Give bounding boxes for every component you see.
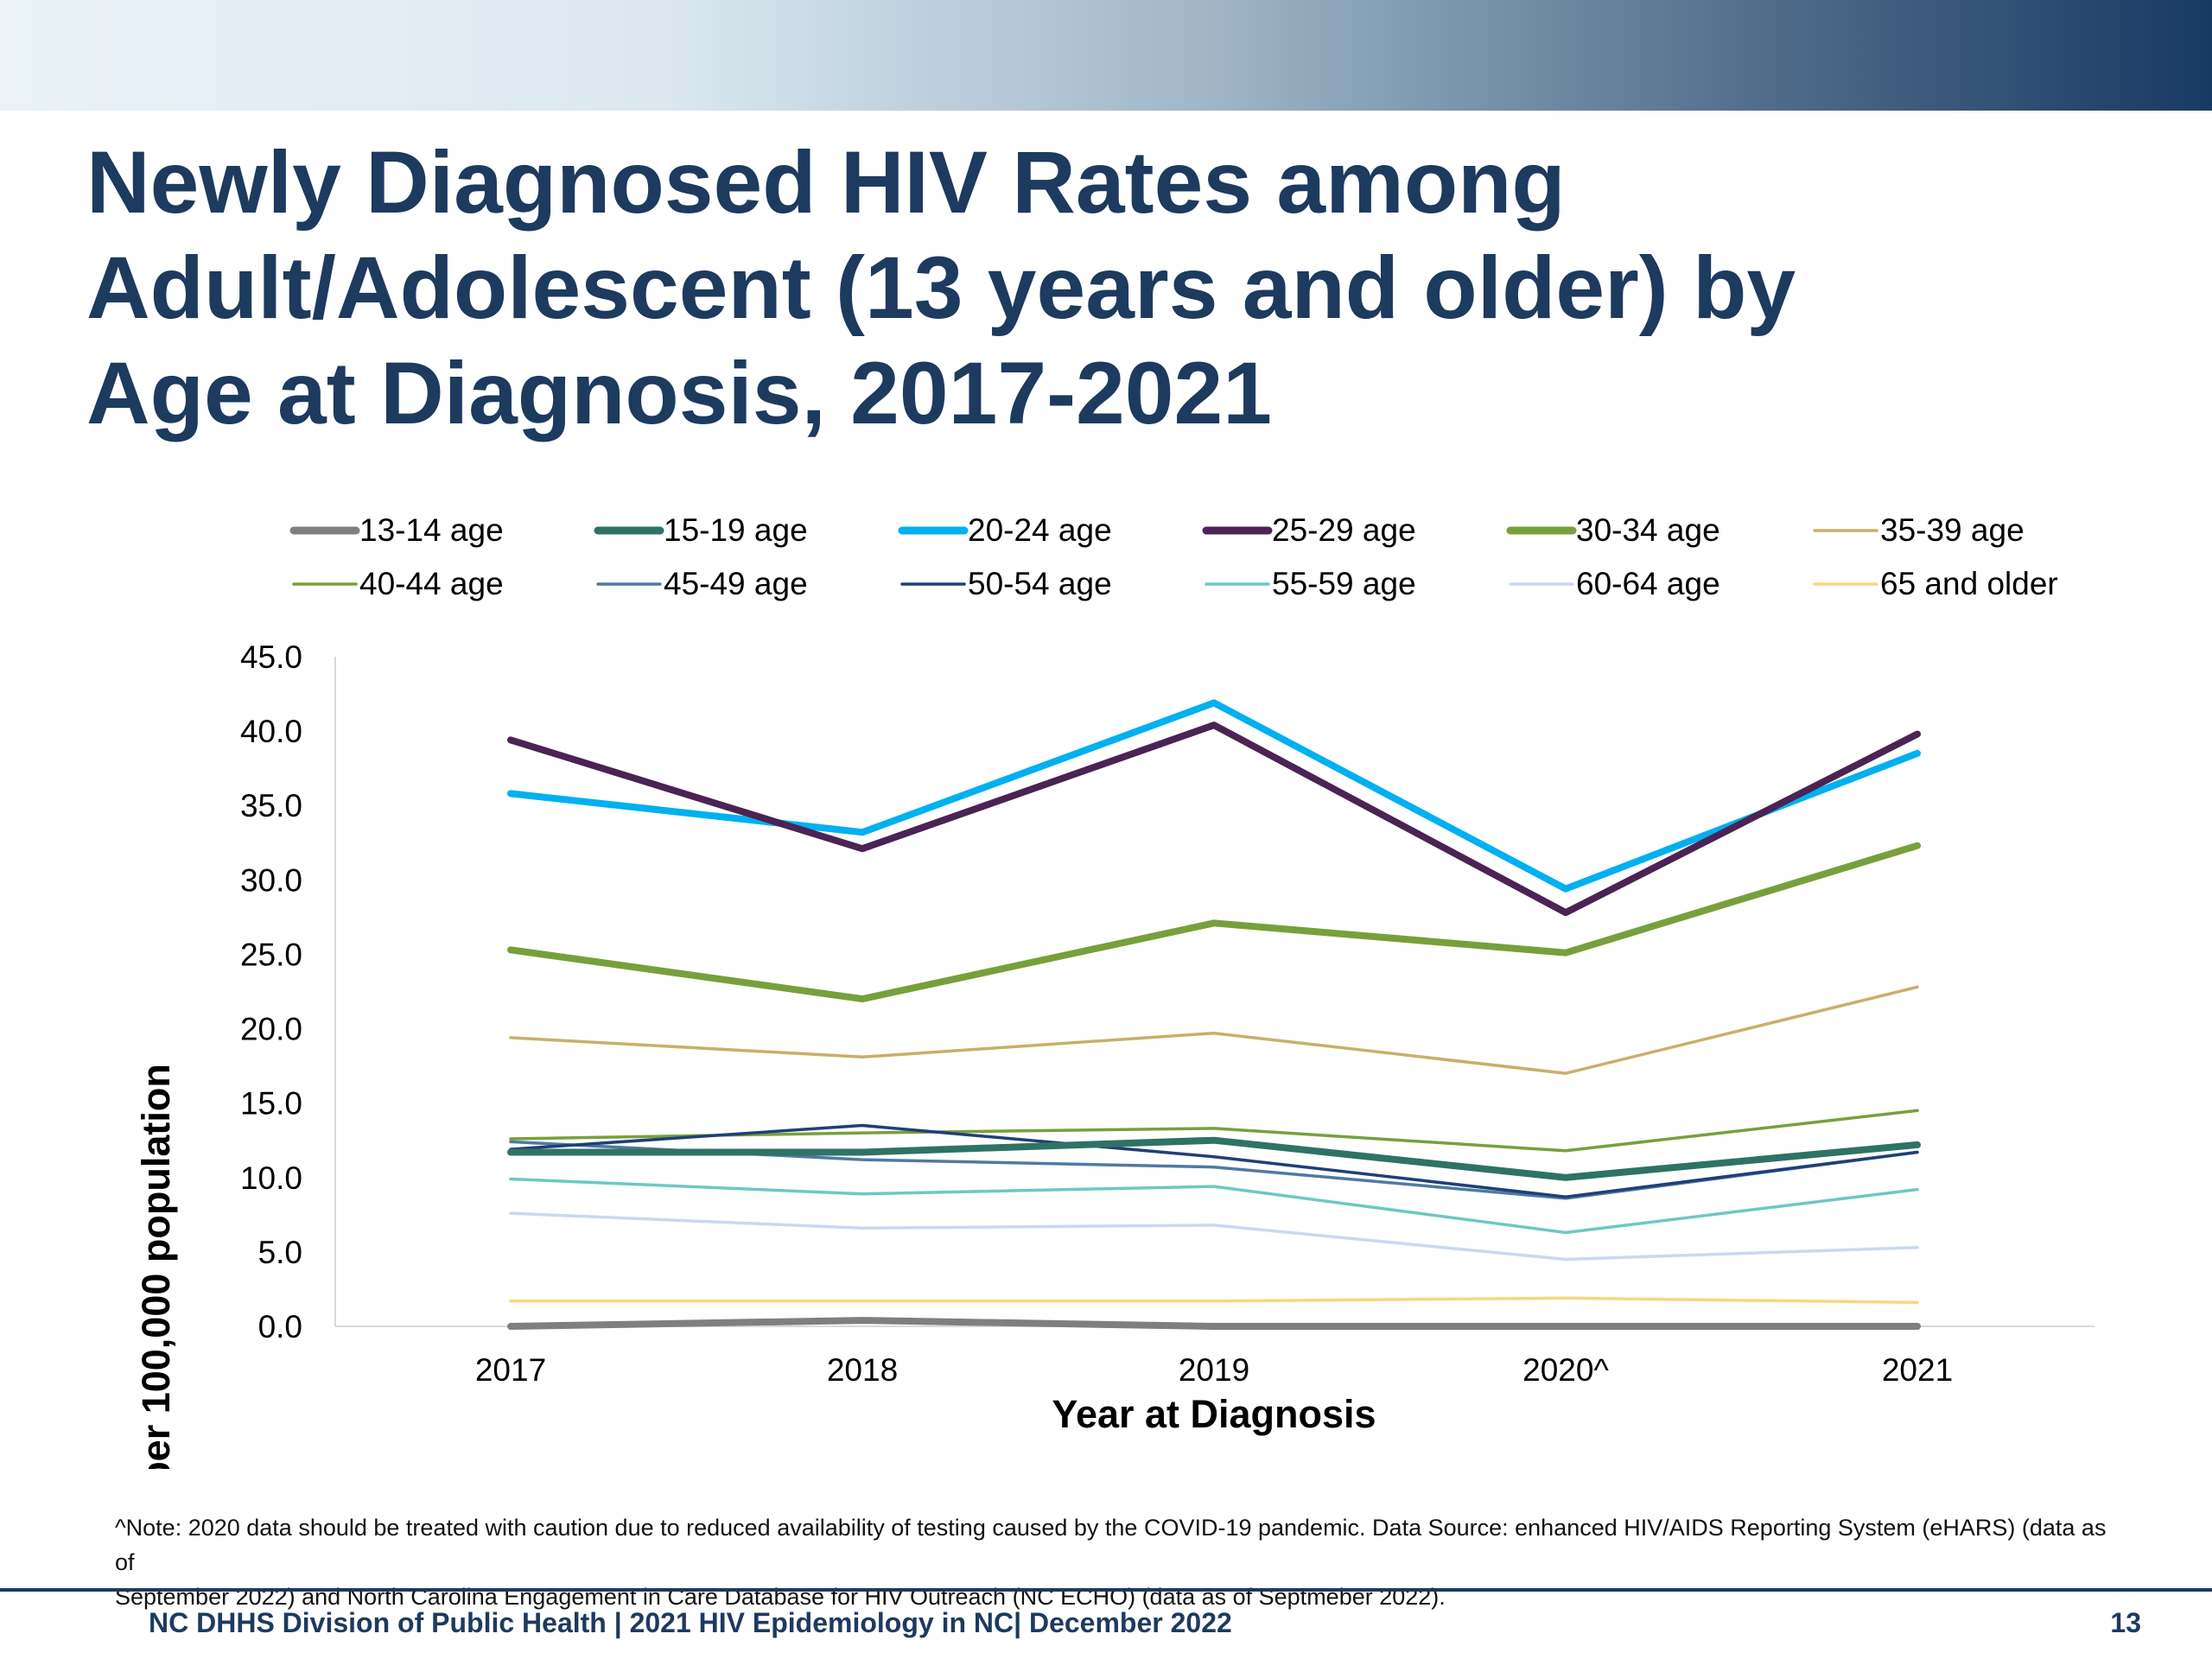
legend-label-50-54-age: 50-54 age xyxy=(968,566,1112,601)
top-gradient-bar xyxy=(0,0,2212,111)
y-tick-label: 40.0 xyxy=(240,714,302,749)
legend-label-25-29-age: 25-29 age xyxy=(1272,512,1416,548)
title-line-1: Newly Diagnosed HIV Rates among xyxy=(86,133,1566,232)
legend-label-40-44-age: 40-44 age xyxy=(359,566,504,601)
x-axis: 2017 2018 2019 2020^ 2021 xyxy=(335,1325,2094,1388)
legend-label-60-64-age: 60-64 age xyxy=(1576,566,1720,601)
legend-label-55-59-age: 55-59 age xyxy=(1272,566,1416,601)
y-tick-label: 35.0 xyxy=(240,788,302,823)
y-tick-label: 10.0 xyxy=(240,1160,302,1196)
x-tick-label: 2018 xyxy=(827,1352,898,1388)
series-line-30-34-age xyxy=(507,842,1921,1003)
legend-label-15-19-age: 15-19 age xyxy=(664,512,808,548)
page-number: 13 xyxy=(2110,1607,2141,1638)
y-tick-label: 45.0 xyxy=(240,639,302,675)
y-tick-label: 25.0 xyxy=(240,937,302,972)
x-tick-label: 2020^ xyxy=(1522,1352,1609,1388)
line-chart: 13-14 age 15-19 age 20-24 age 25-29 age 30-3… xyxy=(134,512,2094,1469)
series-line-55-59-age xyxy=(509,1177,1919,1235)
y-tick-label: 5.0 xyxy=(258,1235,302,1270)
y-tick-label: 30.0 xyxy=(240,862,302,898)
chart-legend: 13-14 age 15-19 age 20-24 age 25-29 age 30-3… xyxy=(289,512,2058,601)
series-lines xyxy=(507,699,1921,1330)
legend-label-30-34-age: 30-34 age xyxy=(1576,512,1720,548)
series-line-50-54-age xyxy=(509,1123,1919,1198)
legend-label-13-14-age: 13-14 age xyxy=(359,512,504,548)
legend-label-45-49-age: 45-49 age xyxy=(664,566,808,601)
x-axis-label: Year at Diagnosis xyxy=(1052,1392,1376,1436)
y-axis: 0.0 5.0 10.0 15.0 20.0 25.0 30.0 35.0 40.0 45.0 xyxy=(240,639,336,1344)
title-line-3: Age at Diagnosis, 2017-2021 xyxy=(86,344,1272,442)
series-line-13-14-age xyxy=(507,1317,1921,1330)
y-tick-label: 20.0 xyxy=(240,1012,302,1047)
title-line-2: Adult/Adolescent (13 years and older) by xyxy=(86,238,1796,337)
footer-text: NC DHHS Division of Public Health | 2021… xyxy=(149,1607,1232,1638)
legend-label-65-and-older: 65 and older xyxy=(1880,566,2058,601)
slide-title: Newly Diagnosed HIV Rates among Adult/Ad… xyxy=(86,130,2143,446)
legend-label-35-39-age: 35-39 age xyxy=(1880,512,2024,548)
series-line-20-24-age xyxy=(507,699,1921,893)
x-tick-label: 2017 xyxy=(475,1352,546,1388)
x-tick-label: 2021 xyxy=(1882,1352,1953,1388)
series-line-35-39-age xyxy=(509,985,1919,1075)
series-line-65-and-older xyxy=(509,1296,1919,1305)
footnote-line-1: ^Note: 2020 data should be treated with … xyxy=(115,1515,2107,1575)
y-axis-label: Rate per 100,000 population xyxy=(134,1064,178,1469)
y-tick-label: 15.0 xyxy=(240,1086,302,1122)
footnote: ^Note: 2020 data should be treated with … xyxy=(115,1510,2111,1614)
series-line-15-19-age xyxy=(507,1136,1921,1181)
footer-divider xyxy=(0,1588,2212,1592)
y-tick-label: 0.0 xyxy=(258,1309,302,1344)
legend-label-20-24-age: 20-24 age xyxy=(968,512,1112,548)
series-line-60-64-age xyxy=(509,1211,1919,1262)
series-line-40-44-age xyxy=(509,1109,1919,1153)
series-line-25-29-age xyxy=(507,721,1921,917)
x-tick-label: 2019 xyxy=(1179,1352,1249,1388)
